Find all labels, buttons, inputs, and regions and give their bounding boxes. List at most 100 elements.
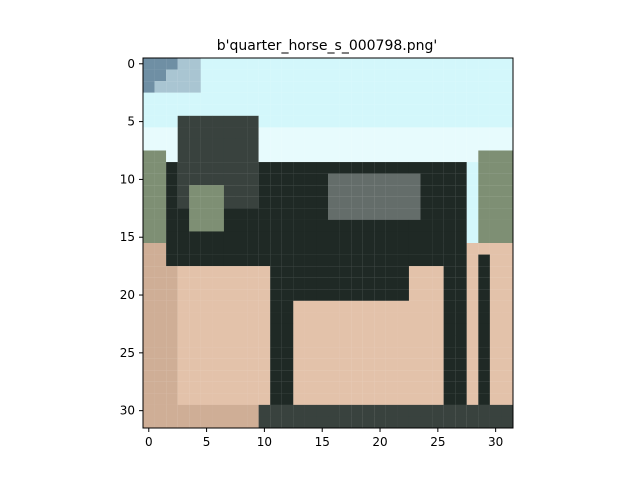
image-pixel bbox=[247, 347, 259, 359]
image-pixel bbox=[455, 104, 467, 116]
image-pixel bbox=[443, 347, 456, 359]
image-pixel bbox=[432, 69, 444, 82]
image-pixel bbox=[420, 219, 433, 232]
image-pixel bbox=[466, 323, 479, 336]
image-pixel bbox=[455, 150, 467, 163]
image-pixel bbox=[281, 196, 294, 209]
image-pixel bbox=[489, 323, 502, 336]
image-pixel bbox=[328, 266, 340, 278]
image-pixel bbox=[385, 381, 398, 394]
image-pixel bbox=[281, 254, 294, 267]
image-pixel bbox=[281, 323, 294, 336]
image-pixel bbox=[212, 312, 225, 325]
image-pixel bbox=[362, 104, 375, 116]
image-pixel bbox=[374, 347, 386, 359]
image-pixel bbox=[351, 254, 363, 267]
image-pixel bbox=[189, 277, 201, 290]
image-pixel bbox=[328, 173, 340, 186]
image-pixel bbox=[200, 347, 213, 359]
image-pixel bbox=[455, 289, 467, 301]
image-pixel bbox=[293, 312, 305, 325]
image-pixel bbox=[328, 231, 340, 244]
image-pixel bbox=[339, 289, 352, 301]
image-pixel bbox=[293, 289, 305, 301]
image-pixel bbox=[235, 150, 248, 163]
image-pixel bbox=[420, 150, 433, 163]
image-pixel bbox=[328, 404, 340, 417]
image-pixel bbox=[270, 416, 282, 429]
image-pixel bbox=[200, 196, 213, 209]
y-tick-label: 5 bbox=[127, 115, 135, 129]
image-pixel bbox=[362, 219, 375, 232]
image-pixel bbox=[466, 289, 479, 301]
image-pixel bbox=[397, 277, 410, 290]
image-pixel bbox=[489, 347, 502, 359]
image-pixel bbox=[351, 185, 363, 197]
image-pixel bbox=[304, 381, 317, 394]
image-pixel bbox=[258, 231, 271, 244]
image-pixel bbox=[154, 393, 167, 405]
image-pixel bbox=[466, 104, 479, 116]
image-pixel bbox=[328, 300, 340, 313]
image-pixel bbox=[281, 347, 294, 359]
image-pixel bbox=[501, 254, 514, 267]
image-pixel bbox=[316, 115, 329, 128]
y-tick-label: 30 bbox=[120, 404, 135, 418]
image-pixel bbox=[154, 69, 167, 82]
image-pixel bbox=[177, 358, 190, 371]
image-pixel bbox=[143, 185, 155, 197]
image-pixel bbox=[235, 358, 248, 371]
image-pixel bbox=[385, 208, 398, 220]
image-pixel bbox=[397, 162, 410, 174]
image-pixel bbox=[143, 404, 155, 417]
image-pixel bbox=[247, 127, 259, 140]
image-pixel bbox=[247, 266, 259, 278]
image-pixel bbox=[235, 323, 248, 336]
image-pixel bbox=[270, 81, 282, 93]
image-pixel bbox=[362, 393, 375, 405]
image-pixel bbox=[443, 231, 456, 244]
image-pixel bbox=[420, 104, 433, 116]
image-pixel bbox=[223, 185, 236, 197]
image-pixel bbox=[212, 416, 225, 429]
image-pixel bbox=[281, 231, 294, 244]
image-pixel bbox=[466, 370, 479, 382]
image-pixel bbox=[189, 347, 201, 359]
image-pixel bbox=[177, 347, 190, 359]
image-pixel bbox=[189, 381, 201, 394]
image-pixel bbox=[189, 266, 201, 278]
image-pixel bbox=[316, 254, 329, 267]
image-pixel bbox=[258, 127, 271, 140]
image-pixel bbox=[432, 243, 444, 255]
image-pixel bbox=[258, 104, 271, 116]
image-pixel bbox=[143, 358, 155, 371]
image-pixel bbox=[189, 219, 201, 232]
image-pixel bbox=[328, 69, 340, 82]
image-pixel bbox=[212, 81, 225, 93]
image-pixel bbox=[258, 185, 271, 197]
image-pixel bbox=[351, 69, 363, 82]
image-pixel bbox=[258, 277, 271, 290]
image-pixel bbox=[200, 335, 213, 348]
image-pixel bbox=[258, 115, 271, 128]
image-pixel bbox=[455, 404, 467, 417]
image-pixel bbox=[374, 416, 386, 429]
image-pixel bbox=[212, 323, 225, 336]
image-pixel bbox=[281, 370, 294, 382]
image-pixel bbox=[143, 162, 155, 174]
image-pixel bbox=[489, 58, 502, 70]
image-pixel bbox=[154, 92, 167, 105]
image-pixel bbox=[247, 416, 259, 429]
image-pixel bbox=[143, 104, 155, 116]
image-pixel bbox=[166, 300, 178, 313]
image-pixel bbox=[223, 115, 236, 128]
image-pixel bbox=[489, 92, 502, 105]
image-pixel bbox=[501, 173, 514, 186]
image-pixel bbox=[397, 323, 410, 336]
image-pixel bbox=[177, 289, 190, 301]
image-pixel bbox=[258, 243, 271, 255]
image-pixel bbox=[235, 289, 248, 301]
image-pixel bbox=[420, 138, 433, 151]
image-pixel bbox=[223, 370, 236, 382]
